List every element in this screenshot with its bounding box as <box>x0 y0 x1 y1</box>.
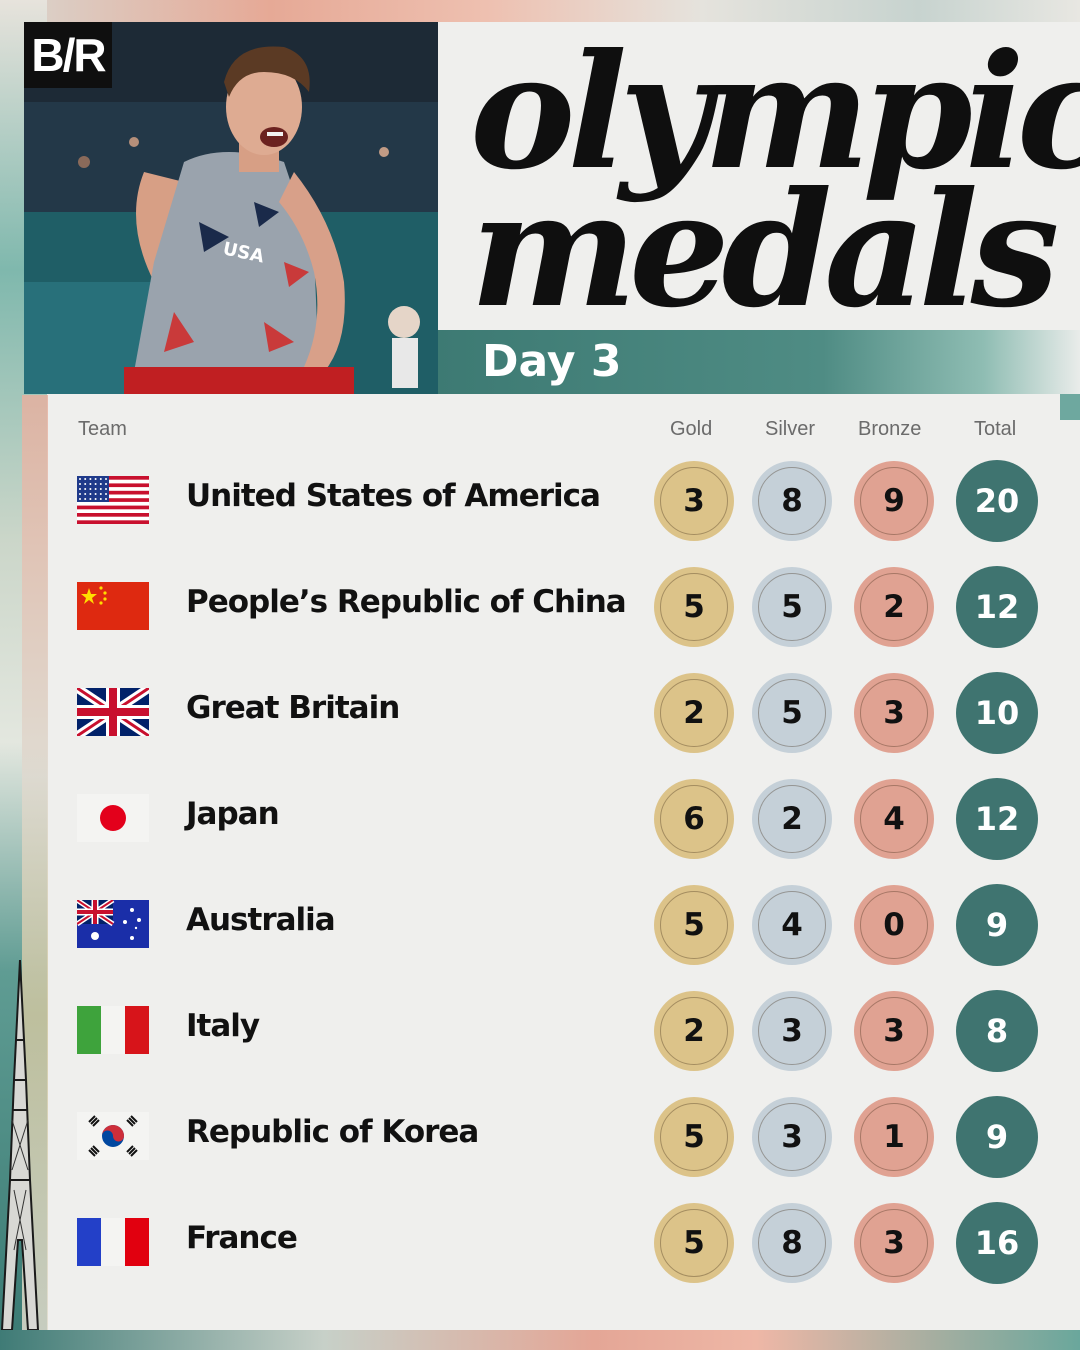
flag-great-britain-icon <box>74 684 152 740</box>
team-name: Japan <box>186 796 280 832</box>
column-header-silver: Silver <box>765 418 816 440</box>
silver-count: 2 <box>752 779 832 859</box>
table-row: United States of America 3 8 9 20 <box>0 450 1080 550</box>
headline: olympic medals <box>462 22 1080 343</box>
total-count: 8 <box>956 990 1038 1072</box>
day-label: Day 3 <box>482 336 622 387</box>
total-count: 12 <box>956 566 1038 648</box>
day-banner: Day 3 <box>438 330 1080 394</box>
gold-count: 2 <box>654 673 734 753</box>
column-header-total: Total <box>974 418 1017 440</box>
column-header-team: Team <box>78 418 127 440</box>
gold-count: 5 <box>654 1097 734 1177</box>
silver-count: 3 <box>752 991 832 1071</box>
column-header-gold: Gold <box>670 418 713 440</box>
total-count: 10 <box>956 672 1038 754</box>
table-row: People’s Republic of China 5 5 2 12 <box>0 556 1080 656</box>
bronze-count: 3 <box>854 1203 934 1283</box>
gymnast-illustration: USA <box>24 22 438 394</box>
silver-count: 8 <box>752 461 832 541</box>
flag-australia-icon <box>75 897 149 948</box>
table-row: Italy 2 3 3 8 <box>0 980 1080 1080</box>
bronze-count: 1 <box>854 1097 934 1177</box>
bronze-count: 3 <box>854 673 934 753</box>
bronze-count: 4 <box>854 779 934 859</box>
br-logo: B/R <box>24 22 112 88</box>
bottom-border-stripe <box>0 1330 1080 1350</box>
eiffel-tower-icon <box>0 960 40 1330</box>
gold-count: 5 <box>654 885 734 965</box>
flag-japan-icon <box>77 794 149 842</box>
gold-count: 6 <box>654 779 734 859</box>
gold-count: 5 <box>654 567 734 647</box>
bronze-count: 2 <box>854 567 934 647</box>
headline-line-1: olympic <box>470 20 1080 205</box>
table-row: Republic of Korea 5 3 1 9 <box>0 1086 1080 1186</box>
team-name: Great Britain <box>186 690 400 726</box>
top-border-stripe <box>0 0 1080 22</box>
table-row: France 5 8 3 16 <box>0 1192 1080 1292</box>
total-count: 12 <box>956 778 1038 860</box>
team-name: France <box>186 1220 298 1256</box>
flag-italy-icon <box>77 1006 149 1054</box>
silver-count: 3 <box>752 1097 832 1177</box>
silver-count: 8 <box>752 1203 832 1283</box>
bronze-count: 0 <box>854 885 934 965</box>
team-name: Italy <box>186 1008 260 1044</box>
column-header-bronze: Bronze <box>858 418 922 440</box>
silver-count: 4 <box>752 885 832 965</box>
team-name: Republic of Korea <box>186 1114 479 1150</box>
total-count: 9 <box>956 884 1038 966</box>
logo-text: B/R <box>31 29 106 81</box>
gold-count: 3 <box>654 461 734 541</box>
gold-count: 5 <box>654 1203 734 1283</box>
bronze-count: 3 <box>854 991 934 1071</box>
bronze-count: 9 <box>854 461 934 541</box>
total-count: 9 <box>956 1096 1038 1178</box>
team-name: United States of America <box>186 478 601 514</box>
table-row: Australia 5 4 0 9 <box>0 874 1080 974</box>
flag-korea-icon <box>77 1112 149 1160</box>
gold-count: 2 <box>654 991 734 1071</box>
silver-count: 5 <box>752 673 832 753</box>
total-count: 16 <box>956 1202 1038 1284</box>
total-count: 20 <box>956 460 1038 542</box>
flag-china-icon <box>77 582 149 630</box>
table-row: Great Britain 2 5 3 10 <box>0 662 1080 762</box>
flag-france-icon <box>77 1218 149 1266</box>
team-name: Australia <box>186 902 336 938</box>
headline-line-2: medals <box>470 158 1060 343</box>
table-row: Japan 6 2 4 12 <box>0 768 1080 868</box>
silver-count: 5 <box>752 567 832 647</box>
team-name: People’s Republic of China <box>186 584 627 620</box>
flag-usa-icon <box>77 476 149 525</box>
